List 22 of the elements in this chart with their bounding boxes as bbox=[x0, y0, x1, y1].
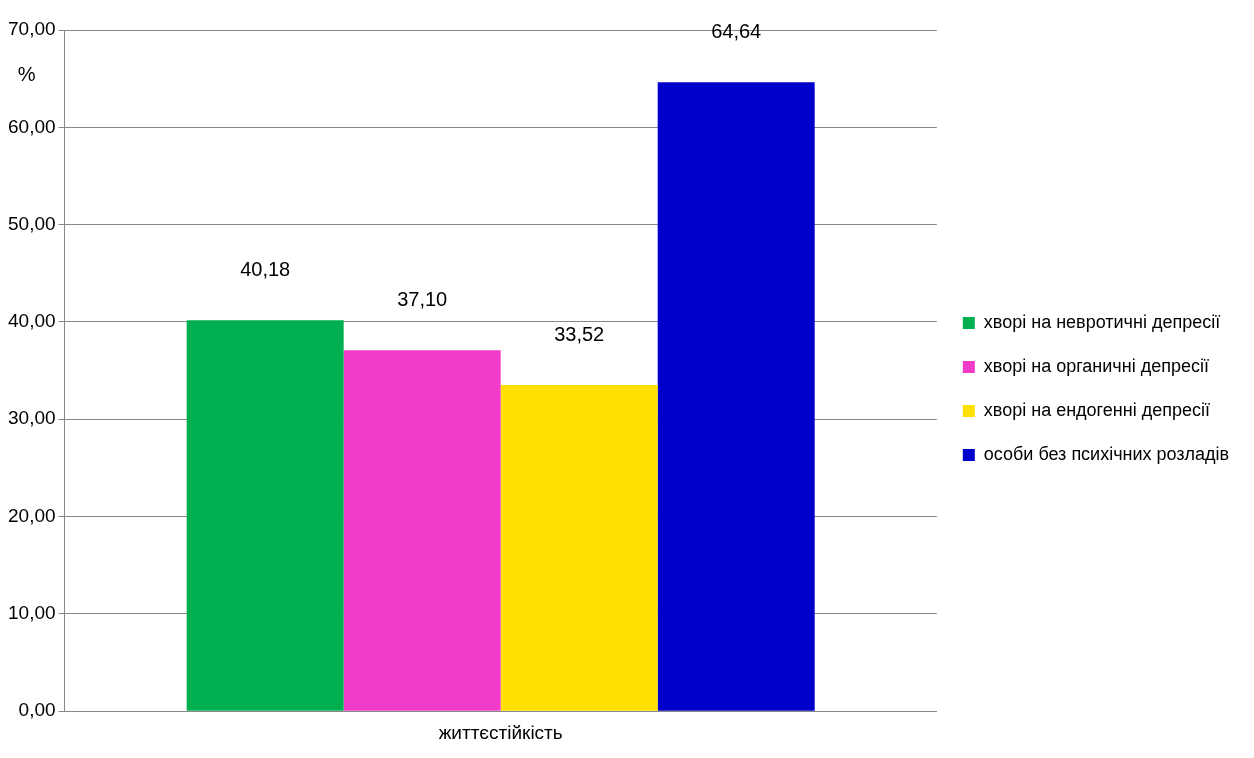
data-label: 37,10 bbox=[397, 287, 448, 310]
y-tick-label: 30,00 bbox=[8, 407, 56, 429]
y-tick-label: 50,00 bbox=[8, 212, 56, 234]
data-label: 40,18 bbox=[240, 257, 291, 280]
legend-label: хворі на органичні депресії bbox=[983, 355, 1209, 376]
data-label: 64,64 bbox=[711, 19, 762, 42]
legend-label: хворі на ендогенні депресії bbox=[983, 399, 1210, 420]
y-axis-title: % bbox=[17, 62, 36, 85]
y-tick-label: 20,00 bbox=[8, 504, 56, 526]
y-tick-label: 40,00 bbox=[8, 310, 56, 332]
y-tick-label: 60,00 bbox=[8, 115, 56, 137]
y-tick-label: 10,00 bbox=[8, 602, 56, 624]
data-label: 33,52 bbox=[554, 322, 605, 345]
y-tick-label: 0,00 bbox=[18, 699, 56, 721]
y-tick-label: 70,00 bbox=[8, 18, 56, 40]
legend-label: особи без психічних розладів bbox=[983, 443, 1230, 464]
bar bbox=[500, 385, 658, 711]
bar bbox=[657, 82, 815, 711]
bar bbox=[186, 320, 344, 711]
legend-label: хворі на невротичні депресії bbox=[983, 311, 1221, 332]
bar bbox=[343, 350, 501, 711]
x-tick-label: життєстійкість bbox=[438, 721, 563, 743]
